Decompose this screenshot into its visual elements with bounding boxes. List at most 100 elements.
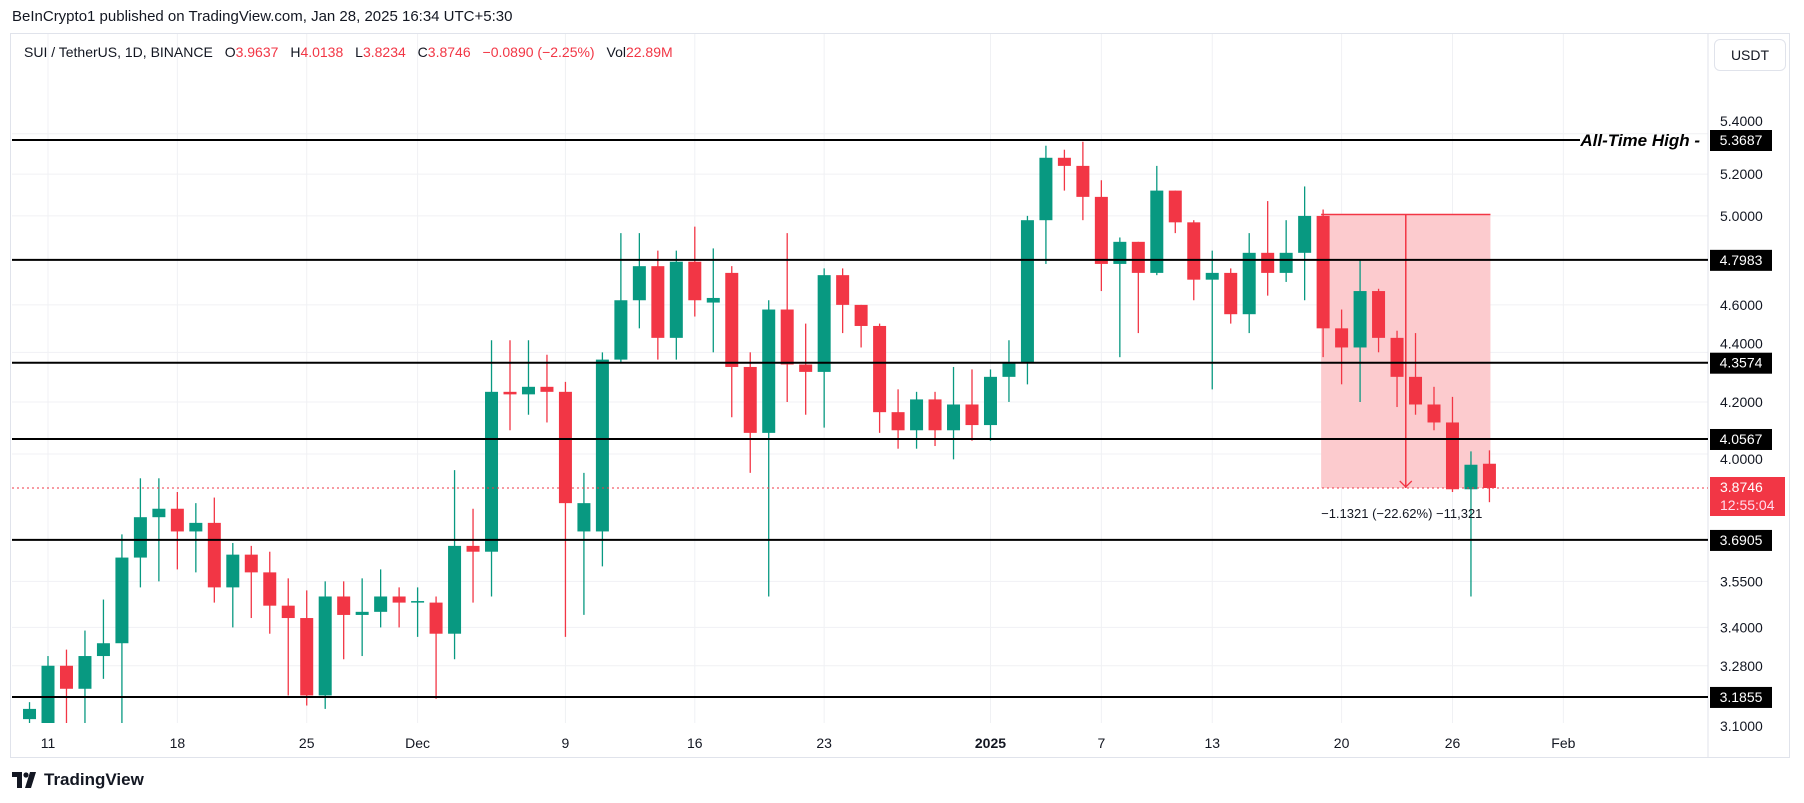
candle xyxy=(1242,233,1256,334)
symbol-title[interactable]: SUI / TetherUS, 1D, BINANCE xyxy=(24,44,213,60)
candle xyxy=(1390,330,1404,408)
candle xyxy=(41,656,55,723)
candle-body xyxy=(374,596,388,612)
candle xyxy=(337,581,351,660)
candle-body xyxy=(115,557,129,644)
x-tick-label: 20 xyxy=(1334,735,1350,751)
level-price-label: 4.7983 xyxy=(1720,252,1763,268)
candle-body xyxy=(170,508,184,532)
candle xyxy=(669,250,683,360)
candle xyxy=(1057,149,1071,191)
publish-info: BeInCrypto1 published on TradingView.com… xyxy=(12,8,513,25)
y-tick-label: 5.2000 xyxy=(1720,166,1763,182)
x-tick-label: 23 xyxy=(816,735,832,751)
level-price-badge xyxy=(1710,130,1772,151)
candle-body xyxy=(78,656,92,689)
low-label: L xyxy=(355,44,363,60)
level-price-badge xyxy=(1710,428,1772,450)
x-tick-label: 7 xyxy=(1097,735,1105,751)
candle xyxy=(152,478,166,582)
candle xyxy=(873,323,887,433)
candle xyxy=(651,250,665,360)
candle xyxy=(1002,340,1016,402)
candle-body xyxy=(448,545,462,634)
change-value: −0.0890 (−2.25%) xyxy=(482,44,595,60)
currency-button[interactable]: USDT xyxy=(1714,39,1786,71)
candle xyxy=(558,381,572,637)
candle xyxy=(1464,451,1478,597)
candle xyxy=(632,233,646,329)
candle xyxy=(466,508,480,603)
candle-body xyxy=(1390,337,1404,377)
candle xyxy=(1113,237,1127,358)
volume-value: 22.89M xyxy=(625,44,673,60)
candle xyxy=(281,578,295,696)
y-tick-label: 4.0000 xyxy=(1720,451,1763,467)
candle xyxy=(1205,250,1219,390)
candle-body xyxy=(1076,165,1090,197)
candle-body xyxy=(133,517,147,558)
candle xyxy=(1279,220,1293,282)
y-tick-label: 5.0000 xyxy=(1720,208,1763,224)
level-price-badge xyxy=(1710,352,1772,374)
candle xyxy=(577,472,591,615)
candle-body xyxy=(688,261,702,301)
candle-body xyxy=(1409,376,1423,405)
x-tick-label: 13 xyxy=(1204,735,1220,751)
candle xyxy=(983,369,997,441)
last-price-badge xyxy=(1710,476,1785,516)
candle-body xyxy=(355,611,369,615)
candle xyxy=(947,366,961,460)
candle-body xyxy=(392,596,406,603)
candle-body xyxy=(1150,190,1164,273)
candle-body xyxy=(558,391,572,504)
candle-body xyxy=(1372,291,1386,338)
candle-body xyxy=(1057,157,1071,166)
candle-body xyxy=(1298,215,1312,253)
candle xyxy=(743,352,757,473)
low-value: 3.8234 xyxy=(362,44,406,60)
level-price-badge xyxy=(1710,529,1772,551)
candle xyxy=(614,233,628,363)
ath-annotation: All-Time High - xyxy=(1579,131,1700,150)
candle xyxy=(448,470,462,660)
candle-body xyxy=(873,325,887,413)
candle-body xyxy=(1427,404,1441,423)
candle-body xyxy=(1353,291,1367,348)
symbol-legend: SUI / TetherUS, 1D, BINANCE O3.9637 H4.0… xyxy=(24,44,673,60)
candle-body xyxy=(577,503,591,532)
x-tick-label: 9 xyxy=(562,735,570,751)
candle-body xyxy=(1020,220,1034,363)
candle xyxy=(595,352,609,567)
candle xyxy=(1335,309,1349,385)
x-tick-label: 25 xyxy=(299,735,315,751)
last-price-label: 3.8746 xyxy=(1720,479,1763,495)
candle xyxy=(817,268,831,428)
candle xyxy=(300,590,314,706)
close-value: 3.8746 xyxy=(427,44,471,60)
candle-body xyxy=(466,545,480,552)
candle xyxy=(244,545,258,619)
candle xyxy=(263,551,277,634)
candle-body xyxy=(411,601,425,603)
tradingview-logo[interactable]: TradingView xyxy=(12,770,144,790)
candle xyxy=(115,534,129,723)
candle-body xyxy=(207,522,221,588)
candle-body xyxy=(1039,157,1053,221)
candle xyxy=(374,569,388,628)
candle-body xyxy=(947,404,961,431)
candle xyxy=(1409,333,1423,415)
candle-body xyxy=(854,304,868,326)
candle-body xyxy=(1335,328,1349,348)
candle-body xyxy=(614,300,628,360)
candle xyxy=(23,702,37,723)
candle xyxy=(540,354,554,423)
candle xyxy=(910,391,924,449)
candle xyxy=(411,587,425,637)
measure-arrowhead xyxy=(1399,480,1413,488)
candle-body xyxy=(152,508,166,518)
candle-body xyxy=(983,376,997,426)
candle-body xyxy=(300,618,314,696)
candle xyxy=(1094,180,1108,292)
